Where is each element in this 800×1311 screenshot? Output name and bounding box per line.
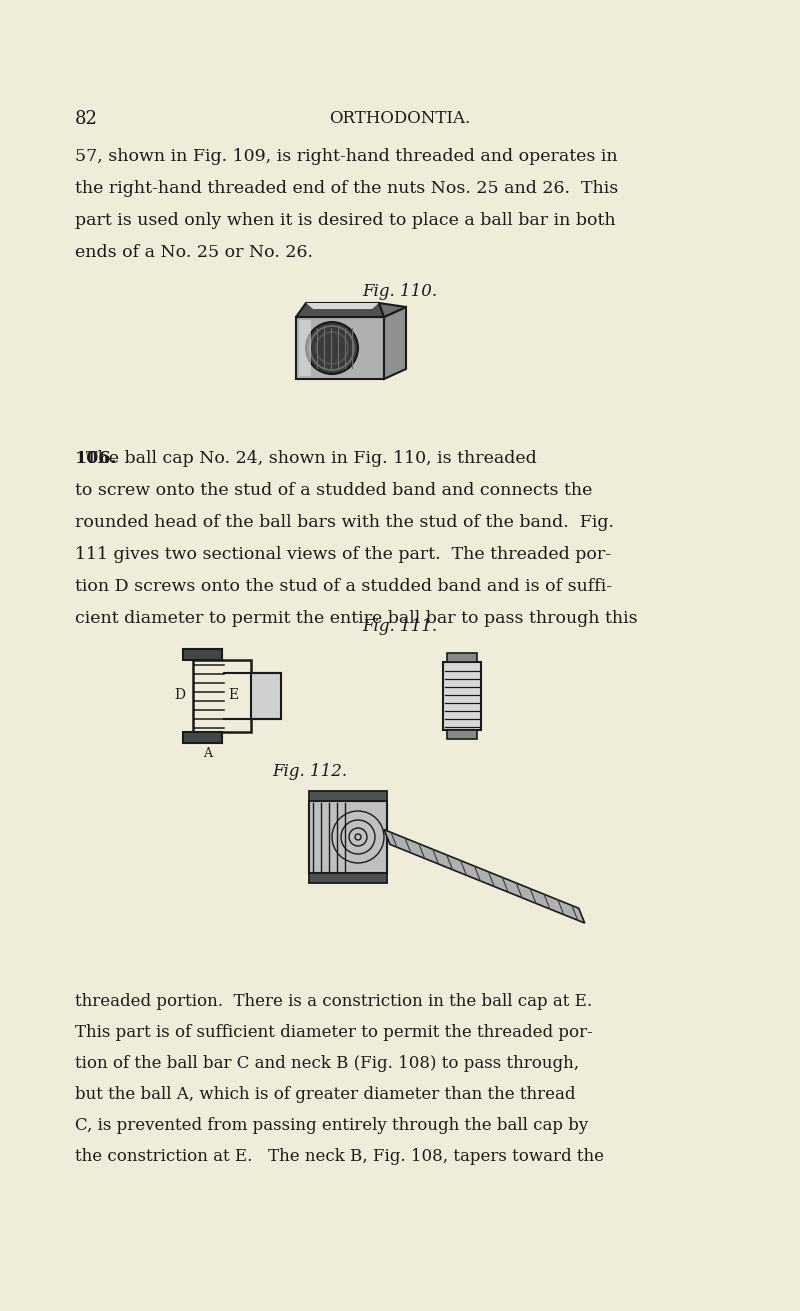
Ellipse shape <box>306 323 358 374</box>
FancyBboxPatch shape <box>299 320 311 376</box>
Text: threaded portion.  There is a constriction in the ball cap at E.: threaded portion. There is a constrictio… <box>75 992 592 1009</box>
FancyBboxPatch shape <box>309 873 387 884</box>
FancyBboxPatch shape <box>183 649 222 659</box>
Polygon shape <box>379 303 406 317</box>
Polygon shape <box>306 303 379 309</box>
Text: 111 gives two sectional views of the part.  The threaded por-: 111 gives two sectional views of the par… <box>75 545 611 562</box>
FancyBboxPatch shape <box>251 673 281 718</box>
Text: the constriction at E.   The neck B, Fig. 108, tapers toward the: the constriction at E. The neck B, Fig. … <box>75 1148 604 1165</box>
FancyBboxPatch shape <box>183 732 222 743</box>
Text: A: A <box>203 747 212 760</box>
Text: part is used only when it is desired to place a ball bar in both: part is used only when it is desired to … <box>75 212 616 229</box>
Text: the right-hand threaded end of the nuts Nos. 25 and 26.  This: the right-hand threaded end of the nuts … <box>75 180 618 197</box>
Text: The ball cap No. 24, shown in Fig. 110, is threaded: The ball cap No. 24, shown in Fig. 110, … <box>75 450 537 467</box>
FancyBboxPatch shape <box>309 801 387 873</box>
Text: tion D screws onto the stud of a studded band and is of suffi-: tion D screws onto the stud of a studded… <box>75 578 612 595</box>
FancyBboxPatch shape <box>309 791 387 801</box>
Text: cient diameter to permit the entire ball bar to pass through this: cient diameter to permit the entire ball… <box>75 610 638 627</box>
Text: Fig. 111.: Fig. 111. <box>362 617 438 635</box>
Text: E: E <box>228 688 238 701</box>
Text: ends of a No. 25 or No. 26.: ends of a No. 25 or No. 26. <box>75 244 313 261</box>
Polygon shape <box>384 307 406 379</box>
Text: to screw onto the stud of a studded band and connects the: to screw onto the stud of a studded band… <box>75 482 592 499</box>
Text: D: D <box>174 688 186 701</box>
Text: 57, shown in Fig. 109, is right-hand threaded and operates in: 57, shown in Fig. 109, is right-hand thr… <box>75 148 618 165</box>
Text: ORTHODONTIA.: ORTHODONTIA. <box>330 110 470 127</box>
Text: C, is prevented from passing entirely through the ball cap by: C, is prevented from passing entirely th… <box>75 1117 588 1134</box>
Text: rounded head of the ball bars with the stud of the band.  Fig.: rounded head of the ball bars with the s… <box>75 514 614 531</box>
Text: tion of the ball bar C and neck B (Fig. 108) to pass through,: tion of the ball bar C and neck B (Fig. … <box>75 1055 579 1072</box>
Polygon shape <box>384 830 585 923</box>
Text: Fig. 110.: Fig. 110. <box>362 283 438 300</box>
FancyBboxPatch shape <box>296 317 384 379</box>
Text: but the ball A, which is of greater diameter than the thread: but the ball A, which is of greater diam… <box>75 1086 575 1103</box>
FancyBboxPatch shape <box>447 653 477 662</box>
FancyBboxPatch shape <box>443 662 481 730</box>
Text: 106.: 106. <box>75 450 118 467</box>
Text: This part is of sufficient diameter to permit the threaded por-: This part is of sufficient diameter to p… <box>75 1024 593 1041</box>
Polygon shape <box>296 303 384 317</box>
Text: Fig. 112.: Fig. 112. <box>273 763 347 780</box>
Text: 82: 82 <box>75 110 98 128</box>
FancyBboxPatch shape <box>447 730 477 739</box>
